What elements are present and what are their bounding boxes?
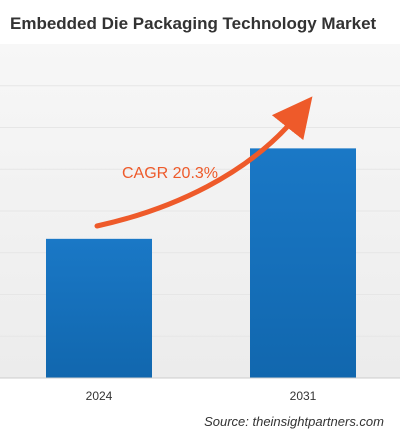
x-tick-label-2031: 2031 (290, 389, 317, 403)
x-tick-label-2024: 2024 (86, 389, 113, 403)
bar-2024 (46, 238, 152, 378)
bar-2031 (250, 148, 356, 378)
chart-title: Embedded Die Packaging Technology Market (10, 14, 377, 33)
cagr-arrow (94, 96, 313, 229)
cagr-label: CAGR 20.3% (122, 165, 218, 182)
x-tick-labels: 2024 2031 (86, 389, 317, 403)
bars (46, 148, 356, 378)
source-credit: Source: theinsightpartners.com (204, 414, 384, 429)
